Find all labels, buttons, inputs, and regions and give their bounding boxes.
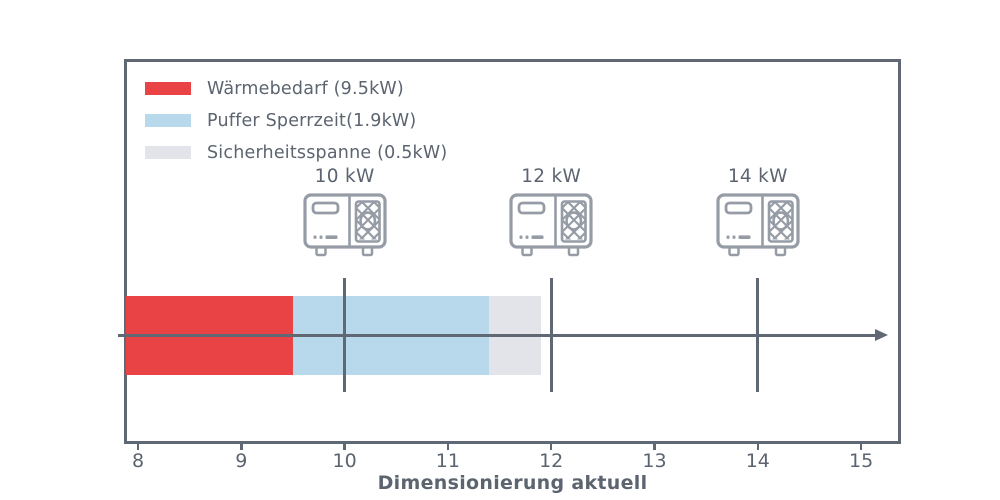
legend-item: Wärmebedarf (9.5kW) bbox=[145, 78, 447, 99]
heat-pump-icon bbox=[716, 193, 800, 257]
x-tick-9 bbox=[240, 444, 243, 450]
heat-pump-icon bbox=[509, 193, 593, 257]
legend-item: Sicherheitsspanne (0.5kW) bbox=[145, 142, 447, 163]
legend-swatch bbox=[145, 114, 191, 127]
marker-label-14kw: 14 kW bbox=[727, 166, 788, 187]
legend-swatch bbox=[145, 146, 191, 159]
axis-arrow-head-icon bbox=[874, 329, 888, 341]
marker-label-10kw: 10 kW bbox=[314, 166, 375, 187]
x-tick-13 bbox=[653, 444, 656, 450]
x-tick-label-12: 12 bbox=[539, 450, 564, 472]
x-tick-label-10: 10 bbox=[332, 450, 357, 472]
legend-label: Wärmebedarf (9.5kW) bbox=[207, 78, 404, 99]
x-tick-label-13: 13 bbox=[642, 450, 667, 472]
plot-border bbox=[124, 59, 901, 444]
x-tick-label-11: 11 bbox=[435, 450, 460, 472]
x-tick-label-15: 15 bbox=[849, 450, 874, 472]
x-tick-12 bbox=[549, 444, 553, 450]
x-tick-15 bbox=[859, 444, 863, 450]
x-tick-label-9: 9 bbox=[235, 450, 248, 472]
legend-item: Puffer Sperrzeit(1.9kW) bbox=[145, 110, 447, 131]
marker-line-14kw bbox=[756, 278, 760, 392]
legend-label: Sicherheitsspanne (0.5kW) bbox=[207, 142, 448, 163]
x-tick-14 bbox=[756, 444, 760, 450]
x-axis-label: Dimensionierung aktuell bbox=[377, 472, 648, 494]
axis-arrow-line bbox=[118, 334, 876, 337]
legend: Wärmebedarf (9.5kW) Puffer Sperrzeit(1.9k… bbox=[145, 78, 447, 163]
marker-line-10kw bbox=[343, 278, 347, 392]
x-tick-11 bbox=[446, 444, 450, 450]
heat-pump-icon bbox=[302, 193, 387, 257]
legend-swatch bbox=[145, 82, 191, 95]
x-tick-label-8: 8 bbox=[131, 450, 145, 472]
x-tick-10 bbox=[343, 444, 346, 450]
marker-label-12kw: 12 kW bbox=[521, 166, 582, 187]
x-tick-8 bbox=[136, 444, 140, 450]
legend-label: Puffer Sperrzeit(1.9kW) bbox=[207, 110, 417, 131]
marker-line-12kw bbox=[549, 278, 553, 392]
x-tick-label-14: 14 bbox=[745, 450, 770, 472]
